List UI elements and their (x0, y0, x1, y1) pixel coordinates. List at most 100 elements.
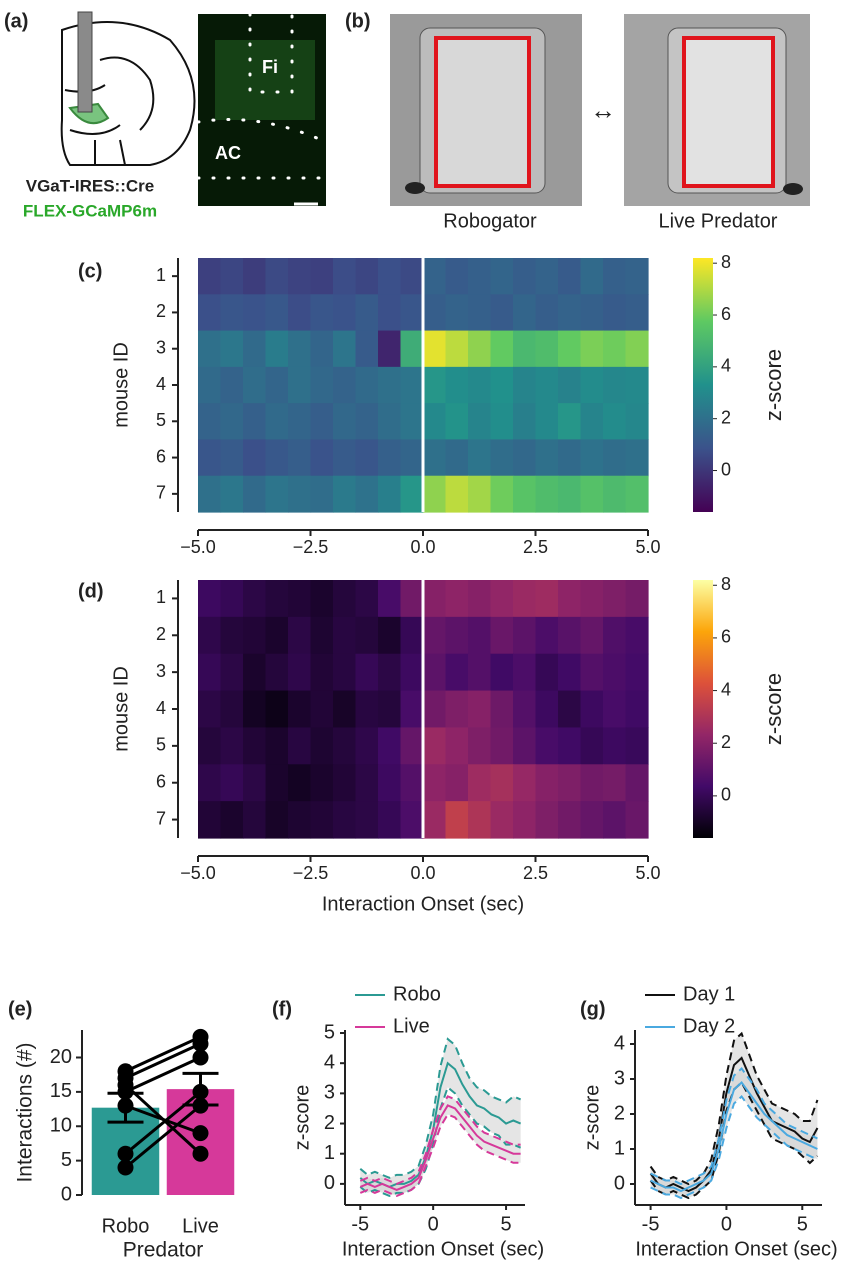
heat-cell (603, 294, 627, 332)
y-tick-label: 5 (61, 1149, 72, 1171)
heat-cell (513, 294, 537, 332)
heat-cell (603, 258, 627, 295)
heat-cell (355, 690, 379, 729)
heat-cell (378, 258, 402, 295)
panel-label: (a) (4, 10, 28, 32)
y-tick-label: 1 (614, 1137, 625, 1159)
heat-cell (265, 764, 289, 802)
heat-cell (625, 366, 649, 404)
heat-cell (558, 616, 582, 655)
heat-cell (333, 294, 357, 332)
heat-cell (378, 764, 402, 802)
micrograph (196, 12, 328, 206)
heat-cell (490, 475, 514, 513)
y-axis-label: Interactions (#) (14, 1042, 37, 1182)
heat-cell (355, 475, 379, 513)
heat-cell (603, 366, 627, 404)
x-tick-label: Robo (102, 1215, 150, 1237)
pair-line (124, 1090, 202, 1155)
heat-cell (558, 690, 582, 729)
panel-label: (e) (8, 998, 32, 1020)
region-label: AC (215, 143, 241, 163)
heat-cell (445, 258, 469, 295)
heat-cell (243, 580, 267, 618)
heat-cell (490, 616, 514, 655)
heat-cell (333, 403, 357, 441)
heat-cell (468, 690, 492, 729)
heat-cell (220, 653, 244, 692)
subject-dot (192, 1145, 209, 1162)
heat-cell (603, 475, 627, 513)
heat-cell (468, 366, 492, 404)
pair-line (124, 1104, 202, 1135)
heat-cell (558, 764, 582, 802)
heat-cell (265, 580, 289, 618)
heat-cell (513, 258, 537, 295)
heat-cell (423, 258, 447, 295)
heat-cell (580, 764, 604, 802)
y-tick-label: 2 (156, 624, 166, 644)
heat-cell (198, 366, 222, 404)
heat-cell (603, 580, 627, 618)
colorbar-tick-label: 6 (721, 304, 731, 324)
heat-cell (333, 727, 357, 765)
y-tick-label: 5 (156, 735, 166, 755)
heat-cell (535, 653, 559, 692)
heat-cell (220, 727, 244, 765)
heat-cell (288, 403, 312, 441)
heat-cell (243, 653, 267, 692)
heat-cell (423, 801, 447, 839)
heat-cell (513, 764, 537, 802)
subject-dot (192, 1049, 209, 1066)
y-axis-label: mouse ID (110, 666, 132, 752)
heat-cell (490, 764, 514, 802)
y-tick-label: 1 (156, 265, 166, 285)
heat-cell (535, 258, 559, 295)
heat-cell (558, 475, 582, 513)
heat-cell (333, 616, 357, 655)
heat-cell (625, 294, 649, 332)
error-bar (182, 1071, 219, 1107)
heat-cell (310, 616, 334, 655)
heat-cell (580, 439, 604, 477)
colorbar-tick-label: 0 (721, 459, 731, 479)
heat-cell (423, 616, 447, 655)
y-tick-label: 4 (156, 374, 166, 394)
heat-cell (558, 403, 582, 441)
heat-cell (355, 330, 379, 368)
heat-cell (333, 258, 357, 295)
heat-cell (490, 403, 514, 441)
y-tick-label: 4 (156, 698, 166, 718)
colorbar (693, 258, 713, 512)
heat-cell (445, 801, 469, 839)
heat-cell (513, 403, 537, 441)
heat-cell (513, 727, 537, 765)
heat-cell (625, 580, 649, 618)
heat-cell (625, 258, 649, 295)
y-tick-label: 3 (324, 1082, 335, 1104)
heat-cell (423, 330, 447, 368)
heat-cell (535, 616, 559, 655)
heat-cell (580, 403, 604, 441)
heat-cell (490, 801, 514, 839)
sem-line (359, 1037, 522, 1179)
heat-cell (400, 616, 424, 655)
heat-cell (400, 366, 424, 404)
heat-cell (378, 653, 402, 692)
heat-cell (400, 580, 424, 618)
heat-cell (355, 653, 379, 692)
heat-cell (220, 801, 244, 839)
mean-line (650, 1081, 818, 1193)
heat-cell (400, 330, 424, 368)
heat-cell (535, 801, 559, 839)
heat-cell (198, 403, 222, 441)
heat-cell (558, 580, 582, 618)
heat-cell (625, 764, 649, 802)
heat-cell (333, 690, 357, 729)
heat-cell (243, 727, 267, 765)
heat-cell (400, 403, 424, 441)
heat-cell (220, 580, 244, 618)
heat-cell (310, 764, 334, 802)
heat-cell (580, 727, 604, 765)
heat-cell (625, 690, 649, 729)
